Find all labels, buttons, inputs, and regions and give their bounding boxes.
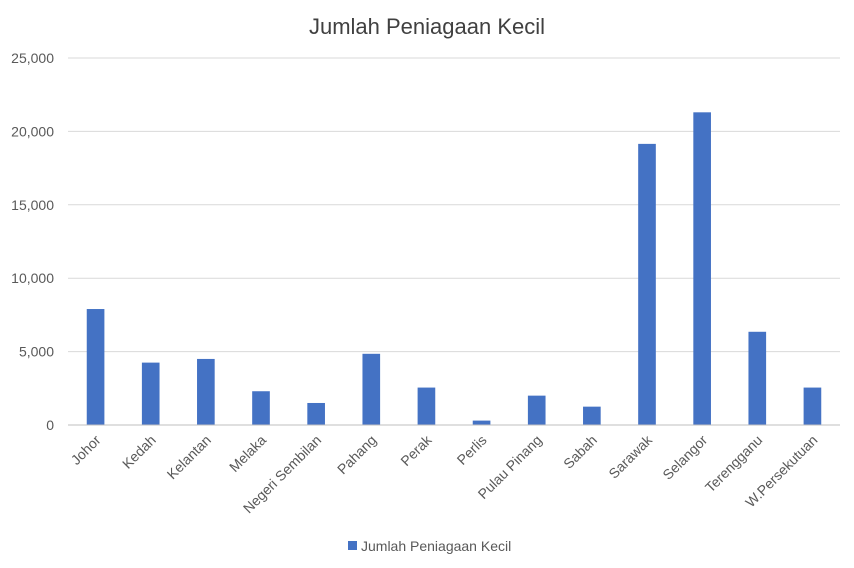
x-tick-label: Melaka bbox=[226, 432, 269, 475]
x-tick-label: Johor bbox=[68, 432, 104, 468]
y-tick-label: 25,000 bbox=[11, 50, 54, 66]
x-tick-label: Sabah bbox=[560, 432, 600, 472]
x-tick-label: Perlis bbox=[454, 432, 490, 468]
bar-perlis bbox=[472, 420, 491, 425]
bar-selangor bbox=[693, 112, 711, 425]
bar-negeri-sembilan bbox=[307, 402, 325, 425]
x-tick-label: Selangor bbox=[659, 432, 710, 483]
bar-melaka bbox=[252, 391, 270, 425]
y-tick-label: 5,000 bbox=[19, 344, 54, 360]
legend-swatch bbox=[348, 541, 357, 550]
y-axis-ticks: 0 5,000 10,000 15,000 20,000 25,000 bbox=[11, 50, 54, 433]
legend: Jumlah Peniagaan Kecil bbox=[348, 538, 511, 554]
x-tick-label: Sarawak bbox=[605, 431, 656, 482]
bars bbox=[86, 112, 822, 426]
y-tick-label: 20,000 bbox=[11, 123, 54, 139]
bar-sarawak bbox=[638, 143, 656, 426]
x-tick-label: Pahang bbox=[334, 432, 379, 477]
bar-pulau-pinang bbox=[527, 395, 546, 425]
legend-label: Jumlah Peniagaan Kecil bbox=[361, 538, 511, 554]
y-tick-label: 15,000 bbox=[11, 197, 54, 213]
x-tick-label: Kedah bbox=[119, 432, 159, 472]
bar-terengganu bbox=[748, 331, 767, 425]
y-tick-label: 0 bbox=[46, 417, 54, 433]
bar-pahang bbox=[362, 353, 381, 425]
bar-sabah bbox=[583, 406, 601, 425]
bar-perak bbox=[417, 387, 436, 425]
bar-johor bbox=[86, 309, 105, 425]
x-tick-label: Perak bbox=[397, 431, 435, 469]
bar-kelantan bbox=[197, 358, 215, 425]
chart-title: Jumlah Peniagaan Kecil bbox=[309, 14, 545, 39]
gridlines bbox=[68, 57, 840, 353]
bar-kedah bbox=[141, 362, 160, 425]
x-tick-label: Kelantan bbox=[164, 432, 214, 482]
y-tick-label: 10,000 bbox=[11, 270, 54, 286]
bar-w-persekutuan bbox=[803, 387, 822, 425]
